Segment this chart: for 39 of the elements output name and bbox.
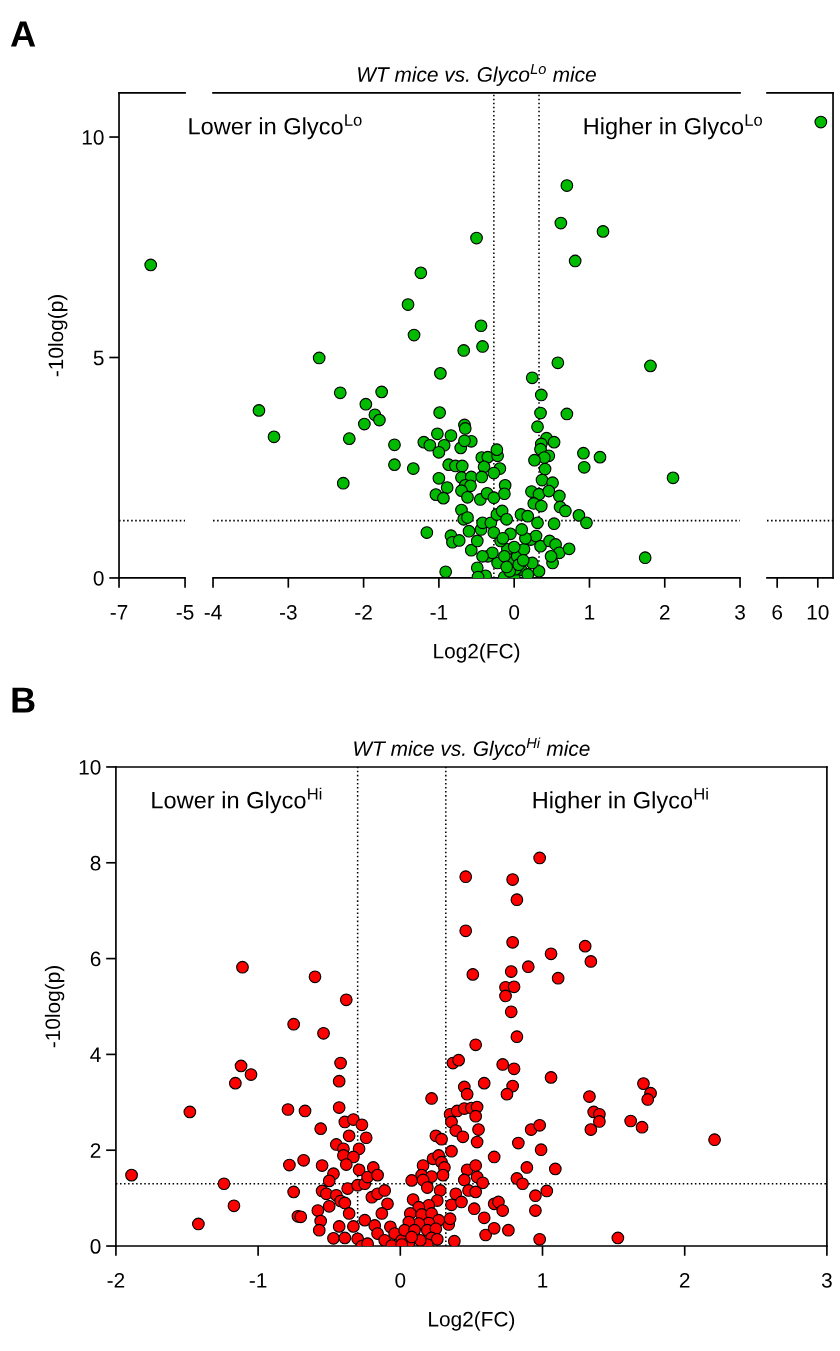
y-tick-label: 2 bbox=[90, 1143, 101, 1158]
y-tick-label: 10 bbox=[82, 130, 104, 145]
y-tick-label: 0 bbox=[93, 570, 104, 586]
y-tick-label: 5 bbox=[93, 350, 104, 366]
chart-title: WT mice vs. Glyco$^{Lo}$ mice bbox=[358, 63, 596, 86]
y-axis-title: -10log(p) bbox=[47, 295, 68, 377]
x-tick-label: -1 bbox=[249, 1273, 267, 1288]
x-tick-label: -3 bbox=[279, 604, 297, 620]
x-axis-title: Log2(FC) bbox=[429, 1311, 515, 1331]
text: A bbox=[10, 21, 36, 47]
annotation: Lower in Glyco$^{Lo}$ bbox=[189, 114, 362, 140]
x-tick-label: -4 bbox=[204, 605, 222, 620]
text: B bbox=[12, 687, 35, 713]
chart-title: WT mice vs. Glyco$^{Hi}$ mice bbox=[354, 737, 590, 761]
x-tick-label: -2 bbox=[107, 1272, 125, 1288]
x-tick-label: 3 bbox=[735, 604, 745, 620]
y-tick-label: 10 bbox=[79, 759, 101, 775]
x-tick-label: 1 bbox=[538, 1273, 548, 1288]
x-tick-label: 0 bbox=[509, 604, 520, 620]
annotation: Higher in Glyco$^{Lo}$ bbox=[584, 114, 762, 140]
annotation: Higher in Glyco$^{Hi}$ bbox=[533, 787, 708, 814]
x-tick-label: 2 bbox=[660, 604, 670, 620]
x-tick-label: 6 bbox=[772, 604, 783, 620]
x-tick-label: 3 bbox=[821, 1272, 832, 1288]
y-tick-label: 4 bbox=[90, 1047, 101, 1062]
x-axis-title: Log2(FC) bbox=[434, 643, 520, 663]
y-tick-label: 8 bbox=[90, 855, 101, 871]
x-tick-label: -2 bbox=[355, 604, 372, 620]
x-tick-label: 2 bbox=[679, 1272, 690, 1288]
x-tick-label: -7 bbox=[110, 605, 128, 620]
x-tick-label: 1 bbox=[585, 605, 595, 620]
x-tick-label: 10 bbox=[807, 604, 829, 620]
y-tick-label: 6 bbox=[90, 951, 101, 967]
y-tick-label: 0 bbox=[90, 1239, 101, 1254]
annotation: Lower in Glyco$^{Hi}$ bbox=[152, 787, 322, 814]
x-tick-label: -1 bbox=[430, 605, 448, 620]
x-tick-label: 0 bbox=[395, 1272, 406, 1288]
y-axis-title: -10log(p) bbox=[44, 966, 65, 1048]
x-tick-label: -5 bbox=[176, 605, 194, 620]
